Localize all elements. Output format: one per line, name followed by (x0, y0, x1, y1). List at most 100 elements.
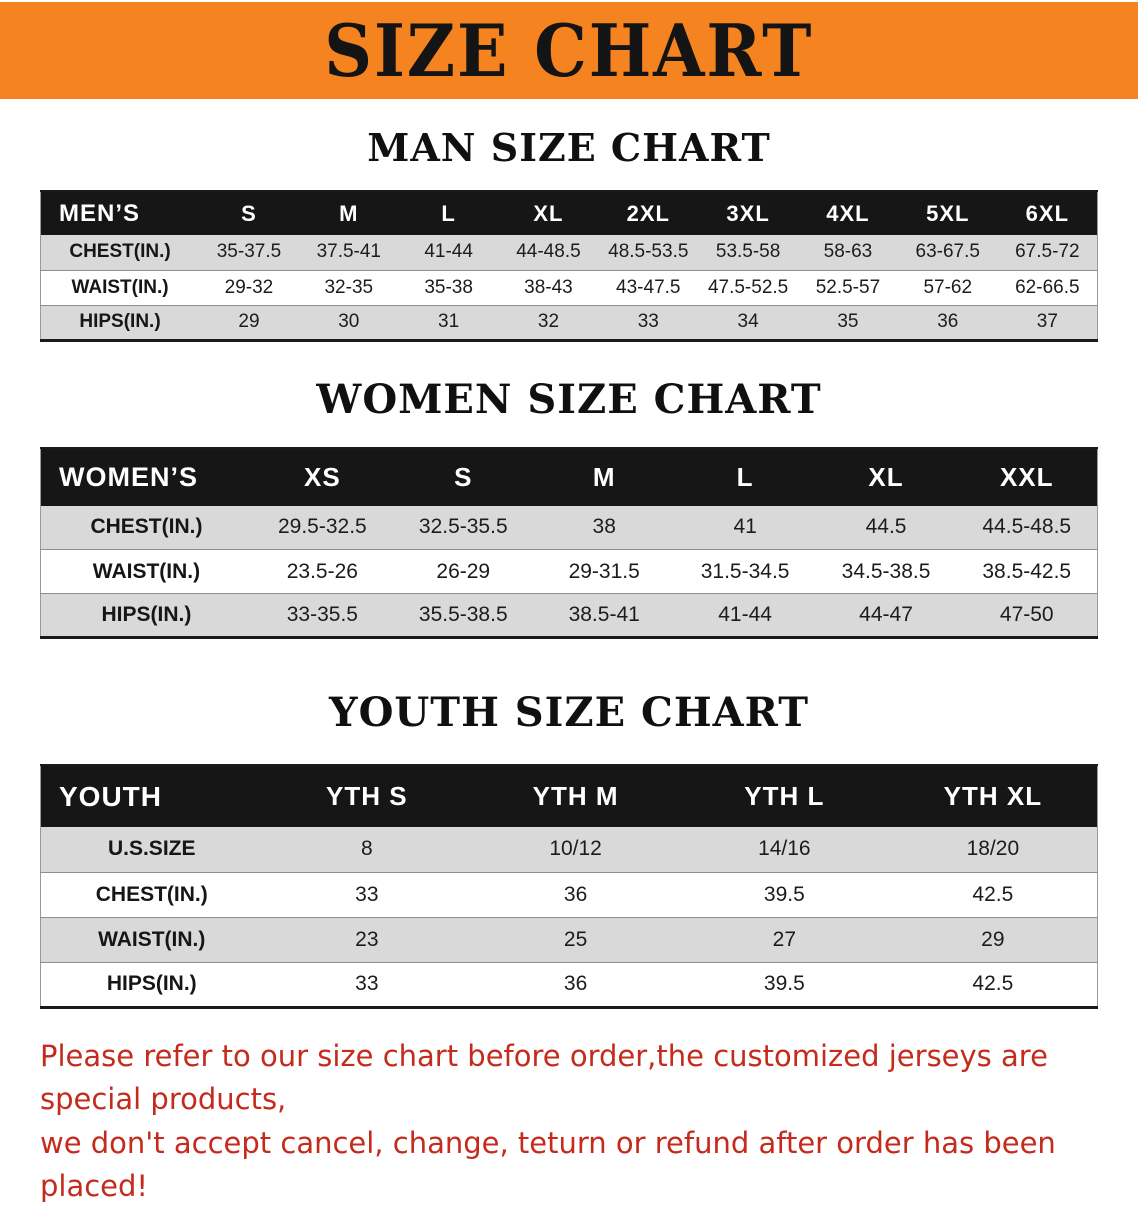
table-row: CHEST(IN.) 33 36 39.5 42.5 (40, 872, 1098, 917)
women-header-row: WOMEN’S XS S M L XL XXL (40, 447, 1098, 506)
row-label: HIPS(IN.) (79, 311, 161, 332)
youth-table-title: YOUTH (40, 765, 263, 827)
size-value-cell: 29-32 (224, 276, 274, 298)
size-column-header: XL (498, 191, 599, 235)
table-row: U.S.SIZE 8 10/12 14/16 18/20 (40, 827, 1098, 872)
size-value-cell: 41 (733, 515, 757, 539)
size-value-cell: 37 (1036, 311, 1058, 332)
size-value-cell: 38-43 (524, 276, 573, 298)
row-label: CHEST(IN.) (95, 882, 208, 906)
size-value-cell: 41-44 (424, 241, 473, 263)
size-value-cell: 36 (563, 972, 588, 995)
size-value-cell: 36 (563, 882, 588, 906)
size-column-header: XS (251, 447, 393, 506)
size-value-cell: 29-31.5 (568, 559, 640, 583)
row-label: WAIST(IN.) (92, 559, 201, 583)
size-value-cell: 33 (355, 882, 379, 906)
size-value-cell: 48.5-53.5 (608, 241, 689, 263)
table-row: WAIST(IN.) 23.5-26 26-29 29-31.5 31.5-34.5 34… (40, 549, 1098, 594)
row-label: HIPS(IN.) (106, 972, 197, 995)
size-column-header: S (392, 447, 534, 506)
size-column-header: 2XL (598, 191, 699, 235)
size-value-cell: 41-44 (718, 603, 772, 626)
banner: SIZE CHART (0, 2, 1138, 99)
row-label: WAIST(IN.) (71, 276, 169, 298)
size-column-header: M (298, 191, 399, 235)
size-value-cell: 42.5 (972, 972, 1014, 995)
women-section-heading: WOMEN SIZE CHART (316, 375, 822, 423)
size-section-youth: YOUTH SIZE CHART YOUTH YTH S YTH M YTH L YTH … (0, 689, 1138, 1009)
size-value-cell: 29 (981, 927, 1005, 951)
youth-size-table: YOUTH YTH S YTH M YTH L YTH XL U.S.SIZE 8 10/12… (40, 764, 1098, 1009)
size-value-cell: 25 (563, 927, 588, 951)
size-column-header: M (533, 447, 675, 506)
row-label: CHEST(IN.) (90, 515, 203, 539)
size-value-cell: 39.5 (763, 972, 805, 995)
size-value-cell: 23 (355, 927, 379, 951)
size-value-cell: 34.5-38.5 (841, 559, 931, 583)
size-value-cell: 29.5-32.5 (277, 515, 367, 539)
notice-line-2: we don't accept cancel, change, teturn o… (40, 1125, 1056, 1204)
youth-header-row: YOUTH YTH S YTH M YTH L YTH XL (40, 765, 1098, 827)
table-row: HIPS(IN.) 33-35.5 35.5-38.5 38.5-41 41-44 44-… (40, 593, 1098, 638)
row-label: WAIST(IN.) (98, 927, 206, 951)
size-value-cell: 35 (837, 311, 859, 332)
men-size-table: MEN’S S M L XL 2XL 3XL 4XL 5XL 6XL CHEST(IN.) 35-37… (40, 190, 1098, 342)
row-label: U.S.SIZE (107, 837, 196, 861)
size-value-cell: 47-50 (999, 603, 1054, 626)
size-column-header: 5XL (897, 191, 998, 235)
size-value-cell: 62-66.5 (1015, 276, 1080, 298)
size-column-header: XL (815, 447, 957, 506)
size-column-header: 6XL (997, 191, 1098, 235)
size-column-header: YTH S (262, 765, 472, 827)
table-row: CHEST(IN.) 35-37.5 37.5-41 41-44 44-48.5 48.5… (40, 235, 1098, 270)
footer-notice: Please refer to our size chart before or… (40, 1035, 1100, 1209)
table-row: CHEST(IN.) 29.5-32.5 32.5-35.5 38 41 44.5 44.5… (40, 505, 1098, 550)
size-value-cell: 33 (637, 311, 659, 332)
size-value-cell: 33 (355, 972, 379, 995)
men-header-row: MEN’S S M L XL 2XL 3XL 4XL 5XL 6XL (40, 191, 1098, 235)
size-value-cell: 47.5-52.5 (707, 276, 789, 298)
size-value-cell: 18/20 (966, 837, 1020, 861)
size-value-cell: 35.5-38.5 (418, 603, 508, 626)
size-value-cell: 35-37.5 (216, 241, 282, 263)
size-value-cell: 23.5-26 (286, 559, 358, 583)
size-value-cell: 34 (737, 311, 759, 332)
size-column-header: S (199, 191, 299, 235)
men-section-heading: MAN SIZE CHART (367, 125, 771, 170)
size-value-cell: 32-35 (324, 276, 374, 298)
table-row: WAIST(IN.) 29-32 32-35 35-38 38-43 43-47.5 47.… (40, 270, 1098, 305)
men-table-title: MEN’S (40, 191, 200, 235)
size-value-cell: 38 (592, 515, 616, 539)
size-value-cell: 29 (238, 311, 260, 332)
size-value-cell: 36 (937, 311, 959, 332)
table-row: WAIST(IN.) 23 25 27 29 (40, 917, 1098, 962)
size-column-header: 4XL (798, 191, 898, 235)
page-title: SIZE CHART (324, 8, 814, 93)
table-row: HIPS(IN.) 29 30 31 32 33 34 35 36 37 (40, 305, 1098, 340)
size-column-header: YTH L (679, 765, 889, 827)
row-label: CHEST(IN.) (69, 241, 171, 263)
size-value-cell: 31 (438, 311, 460, 332)
charts-container: MAN SIZE CHART MEN’S S M L XL 2XL 3XL 4XL 5XL 6XL C… (0, 125, 1138, 1009)
size-value-cell: 43-47.5 (616, 276, 681, 298)
women-size-table: WOMEN’S XS S M L XL XXL CHEST(IN.) 29.5-32.5 32.5… (40, 446, 1098, 639)
size-value-cell: 30 (338, 311, 360, 332)
row-label: HIPS(IN.) (101, 603, 192, 626)
youth-section-heading: YOUTH SIZE CHART (329, 689, 809, 736)
size-value-cell: 26-29 (436, 559, 491, 583)
size-column-header: YTH M (471, 765, 680, 827)
size-value-cell: 32.5-35.5 (418, 515, 508, 539)
size-value-cell: 38.5-42.5 (982, 559, 1072, 583)
size-value-cell: 42.5 (972, 882, 1014, 906)
size-value-cell: 14/16 (758, 837, 811, 861)
size-value-cell: 31.5-34.5 (700, 559, 790, 583)
size-value-cell: 57-62 (923, 276, 973, 298)
size-value-cell: 39.5 (763, 882, 805, 906)
size-section-women: WOMEN SIZE CHART WOMEN’S XS S M L XL XXL CHEST(I… (0, 375, 1138, 639)
size-column-header: L (398, 191, 499, 235)
size-section-men: MAN SIZE CHART MEN’S S M L XL 2XL 3XL 4XL 5XL 6XL C… (0, 125, 1138, 342)
size-column-header: YTH XL (888, 765, 1098, 827)
size-value-cell: 44.5 (865, 515, 907, 539)
